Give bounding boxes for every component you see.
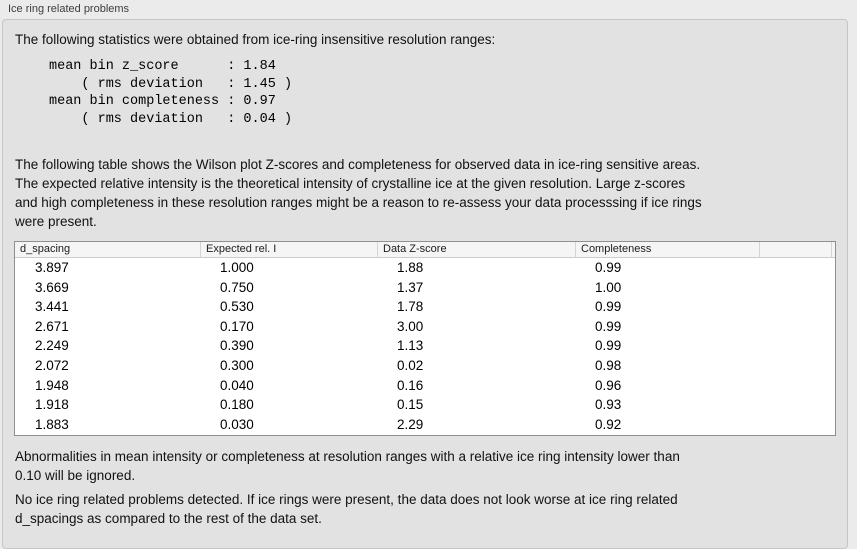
column-header-data-z-score[interactable]: Data Z-score [377,242,575,257]
intro-text: The following statistics were obtained f… [15,32,496,47]
table-row[interactable]: 1.883 0.030 2.29 0.92 [15,415,835,435]
column-header-filler [759,242,831,257]
table-cell: 1.88 [397,260,424,275]
table-cell: 0.99 [595,338,622,354]
table-cell: 0.99 [595,260,622,275]
table-row[interactable]: 3.897 1.000 1.88 0.99 [15,258,835,278]
conclusion-note: No ice ring related problems detected. I… [15,492,678,526]
table-cell: 3.441 [35,299,69,315]
table-cell: 3.897 [35,260,69,275]
ignore-note: Abnormalities in mean intensity or compl… [15,449,680,483]
table-cell: 1.13 [397,338,424,354]
table-cell: 0.02 [397,357,424,373]
table-cell: 2.671 [35,318,69,334]
table-cell: 0.300 [220,357,254,373]
table-row[interactable]: 2.072 0.300 0.02 0.98 [15,356,835,376]
column-header-completeness[interactable]: Completeness [575,242,759,257]
table-cell: 1.883 [35,416,69,432]
table-cell: 3.669 [35,279,69,295]
table-row[interactable]: 1.918 0.180 0.15 0.93 [15,395,835,415]
table-cell: 0.98 [595,357,622,373]
table-cell: 0.96 [595,377,622,393]
table-cell: 0.530 [220,299,254,315]
ice-ring-group-box: The following statistics were obtained f… [2,19,848,549]
table-cell: 1.000 [220,260,254,275]
table-cell: 1.37 [397,279,424,295]
table-cell: 0.170 [220,318,254,334]
table-row[interactable]: 2.249 0.390 1.13 0.99 [15,336,835,356]
column-header-d-spacing[interactable]: d_spacing [20,243,71,255]
ice-ring-table: d_spacing Expected rel. I Data Z-score Comp… [14,241,836,436]
table-cell: 0.92 [595,416,622,432]
table-cell: 0.16 [397,377,424,393]
table-cell: 1.948 [35,377,69,393]
stats-block: mean bin z_score : 1.84 ( rms deviation … [49,59,293,127]
table-cell: 0.93 [595,397,622,413]
table-cell: 0.180 [220,397,254,413]
table-description: The following table shows the Wilson plo… [15,157,702,229]
column-header-expected-rel-i[interactable]: Expected rel. I [200,242,377,257]
table-cell: 1.00 [595,279,622,295]
table-cell: 0.750 [220,279,254,295]
table-cell: 0.99 [595,299,622,315]
table-cell: 1.78 [397,299,424,315]
table-cell: 3.00 [397,318,424,334]
table-cell: 2.29 [397,416,424,432]
table-header-row: d_spacing Expected rel. I Data Z-score Comp… [15,242,835,258]
table-row[interactable]: 1.948 0.040 0.16 0.96 [15,376,835,396]
panel-title: Ice ring related problems [8,3,130,15]
column-header-stub [831,242,835,257]
table-cell: 0.040 [220,377,254,393]
ice-ring-panel: { "panel": { "title": "Ice ring related … [2,3,848,549]
table-body: 3.897 1.000 1.88 0.99 3.669 0.750 1.37 1.00 3.44… [15,258,835,434]
table-cell: 2.249 [35,338,69,354]
table-row[interactable]: 2.671 0.170 3.00 0.99 [15,317,835,337]
table-row[interactable]: 3.441 0.530 1.78 0.99 [15,297,835,317]
table-cell: 0.99 [595,318,622,334]
table-cell: 0.030 [220,416,254,432]
table-cell: 0.15 [397,397,424,413]
table-cell: 2.072 [35,357,69,373]
table-row[interactable]: 3.669 0.750 1.37 1.00 [15,278,835,298]
table-cell: 0.390 [220,338,254,354]
table-cell: 1.918 [35,397,69,413]
